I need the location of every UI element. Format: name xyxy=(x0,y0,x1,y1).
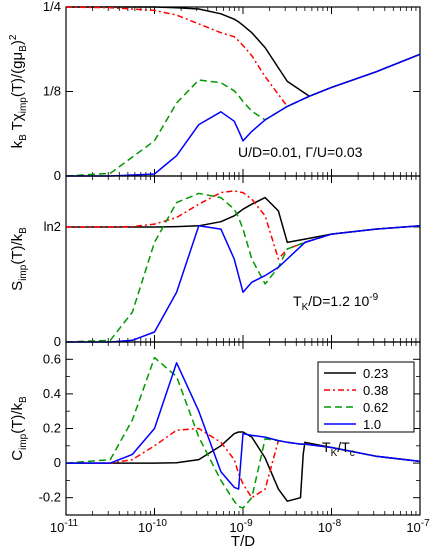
legend-label: 0.38 xyxy=(363,383,388,398)
x-tick-label: 10-10 xyxy=(138,518,167,535)
y-tick-label: -0.2 xyxy=(39,490,61,505)
y-tick-label: 0 xyxy=(54,334,61,349)
y-axis-label: kB Tχimp(T)/(gμB)2 xyxy=(8,34,29,148)
series-line-0.38 xyxy=(65,6,421,108)
panel-middle: 0 ln2 Simp(T)/kB TK/D=1.2 10-9 xyxy=(9,175,421,349)
series-line-0.38 xyxy=(66,190,421,260)
series-line-0.62 xyxy=(65,356,421,509)
y-tick-label: 0 xyxy=(54,168,61,183)
legend-box xyxy=(317,361,415,433)
x-tick-label: 10-11 xyxy=(50,518,79,535)
y-tick-label: 0.2 xyxy=(43,421,61,436)
panel-annotation: TK/D=1.2 10-9 xyxy=(293,292,379,313)
series-line-0.62 xyxy=(65,53,421,177)
panel-bottom: -0.2 0 0.2 0.4 0.6 Cimp(T)/kB 10-11 10-10 10-9 10… xyxy=(9,341,430,550)
y-tick-label: ln2 xyxy=(44,219,61,234)
y-tick-label: 0 xyxy=(54,455,61,470)
x-axis-label: T/D xyxy=(231,533,255,550)
series-line-1.0 xyxy=(66,225,421,343)
panel-annotation: U/D=0.01, Γ/U=0.03 xyxy=(238,144,363,160)
y-tick-label: 0.4 xyxy=(43,386,61,401)
series-line-0.23 xyxy=(66,6,421,97)
legend-title: TK/Tc xyxy=(322,439,355,459)
panel-top: 0 1/8 1/4 kB Tχimp(T)/(gμB)2 U/D=0.01, Γ/U=0… xyxy=(8,0,421,183)
series-line-1.0 xyxy=(66,53,421,177)
y-tick-label: 0.6 xyxy=(43,351,61,366)
y-tick-label: 1/8 xyxy=(43,84,61,99)
x-tick-label: 10-7 xyxy=(406,518,430,535)
x-tick-label: 10-8 xyxy=(318,518,342,535)
series-line-0.23 xyxy=(66,196,421,244)
legend-label: 0.23 xyxy=(363,366,388,381)
y-axis-label: Cimp(T)/kB xyxy=(9,396,29,461)
legend-label: 1.0 xyxy=(363,417,381,432)
legend-label: 0.62 xyxy=(363,400,388,415)
y-tick-label: 1/4 xyxy=(43,0,61,14)
legend: 0.23 0.38 0.62 1.0 xyxy=(317,361,415,433)
series-line-1.0 xyxy=(66,362,421,490)
plot-frame xyxy=(65,175,421,343)
series-line-0.62 xyxy=(65,192,421,343)
y-axis-label: Simp(T)/kB xyxy=(9,227,29,291)
x-tick-label: 10-9 xyxy=(229,518,253,535)
